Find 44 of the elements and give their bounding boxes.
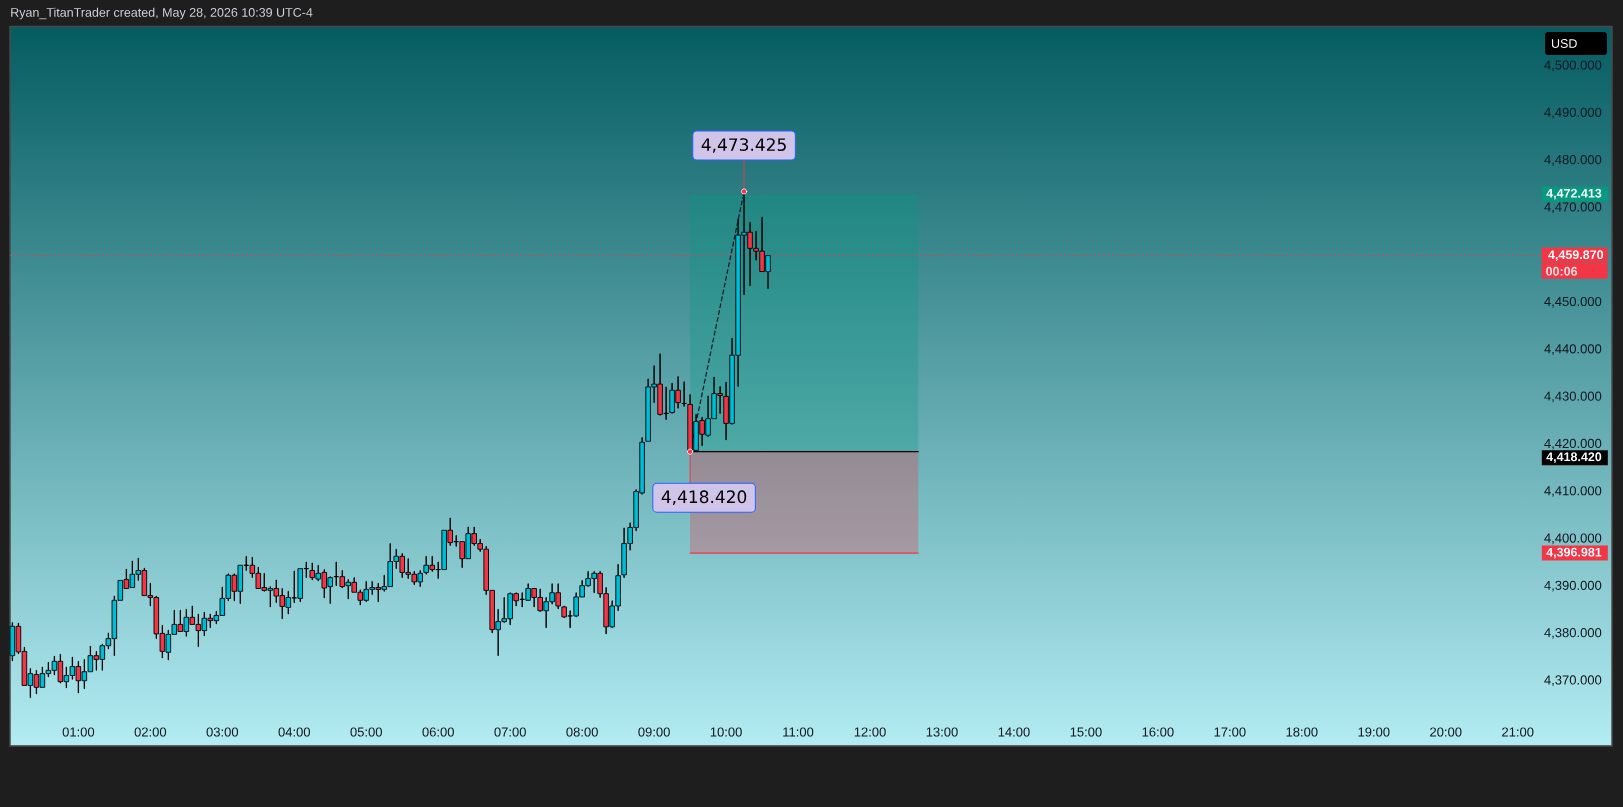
y-tick-label: 4,470.000 — [1544, 202, 1602, 214]
x-tick-label: 19:00 — [1358, 727, 1390, 737]
x-tick-label: 05:00 — [350, 727, 382, 737]
x-tick-label: 09:00 — [638, 727, 670, 737]
y-tick-label: 4,418.420 — [1546, 452, 1602, 464]
annotation: 4,473.425 — [701, 138, 786, 153]
x-tick-label: 10:00 — [710, 727, 742, 737]
ref-line-label: 4,459.870 — [1548, 250, 1604, 261]
y-tick-label: 4,396.981 — [1546, 547, 1602, 559]
y-tick-label: 4,430.000 — [1544, 391, 1602, 403]
y-tick-label: 4,472.413 — [1546, 188, 1602, 200]
y-tick-label: 4,490.000 — [1544, 107, 1602, 119]
y-tick-label: 4,420.000 — [1544, 438, 1602, 450]
x-tick-label: 21:00 — [1502, 727, 1534, 737]
x-tick-label: 02:00 — [134, 727, 167, 737]
y-tick-label: 4,440.000 — [1544, 344, 1602, 355]
y-tick-label: 4,400.000 — [1544, 533, 1602, 545]
x-tick-label: 14:00 — [998, 727, 1030, 737]
x-tick-label: 06:00 — [422, 727, 454, 737]
y-tick-label: 4,380.000 — [1544, 628, 1602, 639]
x-tick-label: 15:00 — [1070, 727, 1102, 737]
y-tick-label: 4,480.000 — [1544, 155, 1602, 166]
y-tick-label: 4,500.000 — [1544, 60, 1602, 72]
x-tick-label: 04:00 — [278, 727, 311, 737]
annotation: 00:06 — [1546, 266, 1578, 276]
x-tick-label: 01:00 — [62, 727, 95, 737]
y-tick-label: 4,410.000 — [1544, 486, 1602, 497]
chart-title: Ryan_TitanTrader created, May 28, 2026 10:39 UTC-4 — [11, 7, 313, 20]
annotation: USD — [1551, 39, 1577, 48]
y-tick-label: 4,370.000 — [1544, 675, 1602, 687]
x-tick-label: 08:00 — [566, 727, 598, 737]
x-tick-label: 11:00 — [783, 727, 814, 737]
x-tick-label: 13:00 — [926, 727, 958, 737]
x-tick-label: 18:00 — [1286, 727, 1318, 737]
x-tick-label: 07:00 — [494, 727, 526, 737]
candlestick — [681, 381, 687, 407]
x-tick-label: 17:00 — [1214, 727, 1246, 737]
x-tick-label: 16:00 — [1142, 727, 1174, 737]
x-tick-label: 20:00 — [1430, 727, 1462, 737]
annotation: 4,418.420 — [661, 490, 747, 505]
x-tick-label: 12:00 — [854, 727, 886, 737]
y-tick-label: 4,450.000 — [1544, 296, 1602, 308]
y-tick-label: 4,390.000 — [1544, 580, 1602, 592]
x-tick-label: 03:00 — [206, 727, 239, 737]
